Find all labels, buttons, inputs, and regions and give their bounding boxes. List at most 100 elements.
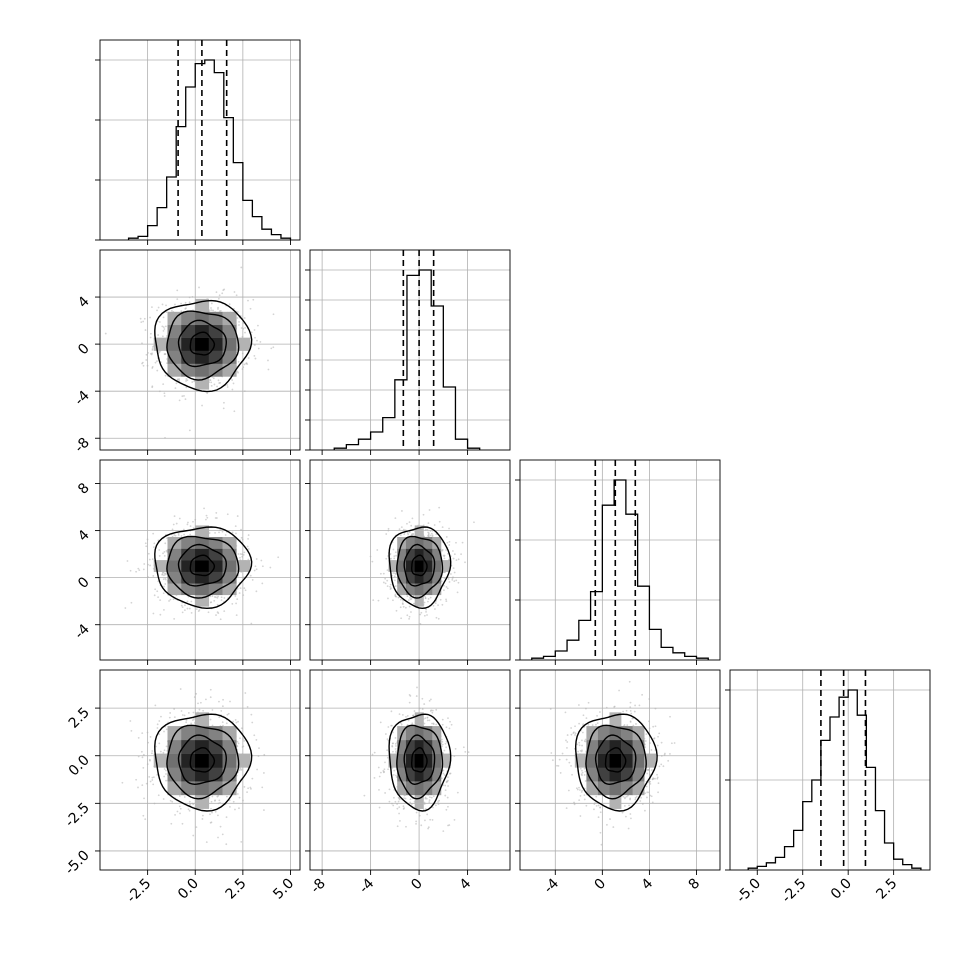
row2-col1-point (412, 533, 415, 535)
row3-col0-point (165, 773, 167, 775)
scatter-panel-row2-col1 (305, 459, 511, 665)
row2-col0-point (221, 530, 224, 533)
row3-col0-point (152, 776, 155, 778)
row2-col1-point (428, 509, 431, 511)
row2-col1-point (410, 611, 412, 613)
row3-col1-point (408, 701, 411, 704)
row2-col1-density-cell (414, 583, 424, 596)
row2-col0-point (215, 614, 217, 616)
row2-col0-point (240, 528, 242, 531)
row3-col1-point (405, 716, 407, 718)
row3-col1-point (392, 742, 394, 745)
row2-col0-point (174, 534, 177, 537)
row2-col0-point (161, 573, 164, 576)
row2-col0-point (223, 597, 226, 599)
row3-col0-point (195, 692, 198, 695)
row2-col1-point (425, 610, 427, 613)
row2-col0-density-cell (195, 525, 210, 538)
row3-col1-point (409, 801, 412, 804)
row1-col0-point (241, 335, 244, 338)
row2-col1-point (419, 622, 422, 625)
row3-col1-density-cell (397, 767, 407, 782)
row3-col1-density-cell (423, 767, 433, 782)
row2-col1-point (410, 597, 413, 600)
row2-col0-point (163, 574, 165, 577)
row3-col1-point (411, 722, 414, 725)
row3-col0-point (162, 751, 165, 754)
row2-col1-point (395, 554, 397, 557)
row3-col0-point (173, 716, 176, 719)
row2-col0-point (186, 523, 189, 526)
row1-col0-point (180, 302, 183, 305)
row2-col0-point (209, 595, 212, 598)
row3-col1-density-cell (432, 739, 442, 754)
row3-col1-point (435, 708, 438, 711)
row3-col0-density-cell (222, 739, 237, 754)
row1-col0-frame (99, 249, 301, 451)
row3-col1-point (432, 723, 435, 726)
row2-col0-contour-1 (166, 535, 240, 599)
row3-col0-point (169, 712, 172, 714)
row2-col1-point (376, 549, 379, 551)
row1-col0-point (267, 359, 269, 362)
row3-col0-point (141, 756, 144, 759)
row3-col1-point (393, 769, 396, 772)
row2-col1-point (392, 548, 395, 551)
row2-col0-point (182, 528, 185, 531)
row1-col0-plot-area (100, 250, 300, 450)
row2-col1-density-cell (388, 560, 398, 572)
row3-col1-density-cell (397, 781, 407, 796)
row3-col1-point (392, 804, 395, 807)
row2-col1-point (402, 528, 405, 531)
row2-col1-point (387, 527, 390, 530)
row3-col0-contour-2 (177, 734, 228, 786)
row3-col1-point (402, 805, 405, 808)
row1-col0-point (249, 307, 252, 310)
row2-col0-density-cell (208, 583, 223, 596)
row2-col0-point (194, 518, 197, 521)
hist-1-steps (333, 269, 481, 450)
row2-col1-point (431, 535, 434, 538)
row3-col0-point (170, 822, 173, 825)
row3-col1-point (386, 738, 389, 740)
row2-col1-point (429, 596, 432, 599)
row2-col1-point (446, 541, 449, 544)
row2-col0-density-cell (181, 571, 196, 584)
row3-col1-density-cell (405, 781, 416, 796)
row3-col0-point (211, 709, 214, 711)
row3-col0-frame (99, 669, 301, 871)
row3-col0-density-cell (208, 753, 223, 768)
row3-col2-point (582, 723, 585, 726)
row3-col0-point (229, 805, 231, 808)
row3-col1-point (378, 775, 381, 778)
row2-col0-contour-3 (189, 554, 216, 577)
row3-col0-point (191, 719, 194, 722)
hist-3-steps (747, 689, 922, 870)
row3-col1-point (442, 772, 445, 775)
hist-3-frame (729, 669, 931, 871)
row2-col0-point (145, 545, 148, 548)
row3-col2-point (657, 735, 659, 738)
row1-col0-density-cell (208, 337, 223, 351)
row3-col1-point (449, 720, 451, 723)
row3-col1-point (392, 750, 394, 753)
row3-col1-point (450, 723, 453, 726)
row1-col0-ytick-label-2: -4 (72, 388, 93, 409)
row2-col1-point (429, 534, 432, 537)
row2-col0-point (254, 565, 257, 568)
row3-col1-density-cell (405, 739, 416, 754)
hist-3-xtick-label-1: -2.5 (779, 876, 810, 907)
row2-col1-density-cell (423, 536, 433, 549)
row3-col1-point (424, 717, 427, 720)
row3-col0-point (236, 793, 239, 795)
row2-col0-point (195, 608, 198, 611)
row1-col0-point (162, 383, 165, 386)
row3-col0-point (176, 810, 179, 813)
row3-col0-point (240, 727, 243, 730)
row2-col1-point (424, 528, 427, 531)
row3-col0-point (183, 796, 186, 798)
row2-col1-point (389, 552, 392, 555)
row3-col1-point (418, 707, 421, 710)
row3-col1-density-cell (423, 726, 433, 741)
row3-col0-contour-0 (154, 713, 253, 812)
